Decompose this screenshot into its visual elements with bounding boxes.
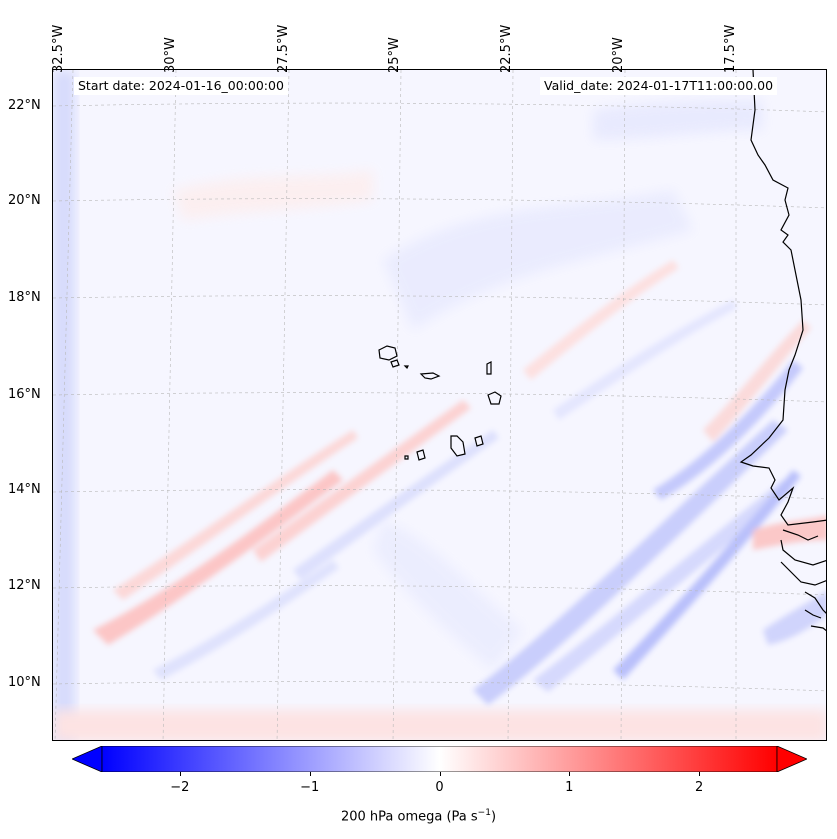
colorbar: [72, 746, 807, 772]
omega-streaks: [93, 260, 826, 705]
island-sao-nicolau: [419, 372, 441, 380]
lon-label-32-5w: 32.5°W: [51, 24, 66, 73]
colorbar-tickmark: [569, 772, 571, 776]
map-panel: [52, 69, 827, 741]
africa-coastline: [739, 70, 826, 632]
island-boa-vista: [487, 391, 502, 405]
lon-label-27-5w: 27.5°W: [276, 24, 291, 73]
colorbar-tick-label: 2: [694, 780, 704, 795]
colorbar-tick-label: −1: [300, 780, 320, 795]
lat-label-18n: 18°N: [8, 290, 41, 305]
island-santiago: [450, 435, 466, 457]
valid-date-label: Valid_date: 2024-01-17T11:00:00.00: [540, 77, 778, 95]
colorbar-body: [101, 746, 778, 772]
west-boundary-band: [53, 70, 75, 740]
island-maio: [474, 435, 484, 447]
south-boundary-band: [53, 710, 826, 740]
island-sal: [486, 361, 492, 375]
island-fogo: [416, 449, 426, 461]
colorbar-tick-label: 1: [565, 780, 574, 795]
colorbar-tick-label: −2: [170, 780, 190, 795]
colorbar-tickmark: [179, 772, 181, 776]
colorbar-tickmark: [439, 772, 441, 776]
lat-label-16n: 16°N: [8, 387, 41, 402]
island-brava: [404, 455, 409, 460]
omega-field: [53, 70, 826, 740]
cape-verde-islands: [378, 345, 502, 461]
island-santa-luzia: [403, 365, 409, 370]
colorbar-label: 200 hPa omega (Pa s−1): [340, 808, 497, 825]
colorbar-extend-min: [72, 746, 103, 772]
lon-label-22-5w: 22.5°W: [499, 24, 514, 73]
colorbar-tickmark: [699, 772, 701, 776]
lon-label-20w: 20°W: [611, 37, 626, 73]
lat-label-10n: 10°N: [8, 675, 41, 690]
lon-label-25w: 25°W: [387, 37, 402, 73]
graticule: [53, 70, 826, 740]
colorbar-tickmark: [309, 772, 311, 776]
island-santo-antao: [378, 345, 398, 361]
lat-label-14n: 14°N: [8, 482, 41, 497]
start-date-label: Start date: 2024-01-16_00:00:00: [74, 77, 288, 95]
lat-label-20n: 20°N: [8, 193, 41, 208]
lat-label-22n: 22°N: [8, 98, 41, 113]
broad-fields: [173, 100, 763, 670]
colorbar-tick-label: 0: [435, 780, 444, 795]
island-sao-vicente: [390, 359, 400, 368]
lat-label-12n: 12°N: [8, 578, 41, 593]
colorbar-extend-max: [776, 746, 807, 772]
lon-label-17-5w: 17.5°W: [723, 24, 738, 73]
lon-label-30w: 30°W: [163, 37, 178, 73]
